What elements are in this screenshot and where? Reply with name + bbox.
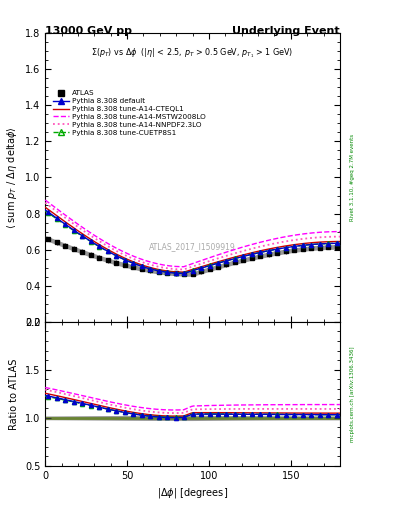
Text: $\Sigma(p_T)$ vs $\Delta\phi$  ($|\eta|$ < 2.5, $p_T$ > 0.5 GeV, $p_{T_1}$ > 1 G: $\Sigma(p_T)$ vs $\Delta\phi$ ($|\eta|$ … — [92, 46, 294, 60]
Legend: ATLAS, Pythia 8.308 default, Pythia 8.308 tune-A14-CTEQL1, Pythia 8.308 tune-A14: ATLAS, Pythia 8.308 default, Pythia 8.30… — [52, 89, 207, 137]
Text: ATLAS_2017_I1509919: ATLAS_2017_I1509919 — [149, 242, 236, 251]
Text: Underlying Event: Underlying Event — [232, 26, 340, 36]
Text: 13000 GeV pp: 13000 GeV pp — [45, 26, 132, 36]
Y-axis label: $\langle$ sum $p_T$ / $\Delta\eta$ delta$\phi\rangle$: $\langle$ sum $p_T$ / $\Delta\eta$ delta… — [6, 126, 19, 229]
Text: mcplots.cern.ch [arXiv:1306.3436]: mcplots.cern.ch [arXiv:1306.3436] — [350, 346, 355, 442]
Y-axis label: Ratio to ATLAS: Ratio to ATLAS — [9, 358, 19, 430]
Text: Rivet 3.1.10, #geq 2.7M events: Rivet 3.1.10, #geq 2.7M events — [350, 134, 355, 221]
X-axis label: $|\Delta\phi|$ [degrees]: $|\Delta\phi|$ [degrees] — [157, 486, 228, 500]
